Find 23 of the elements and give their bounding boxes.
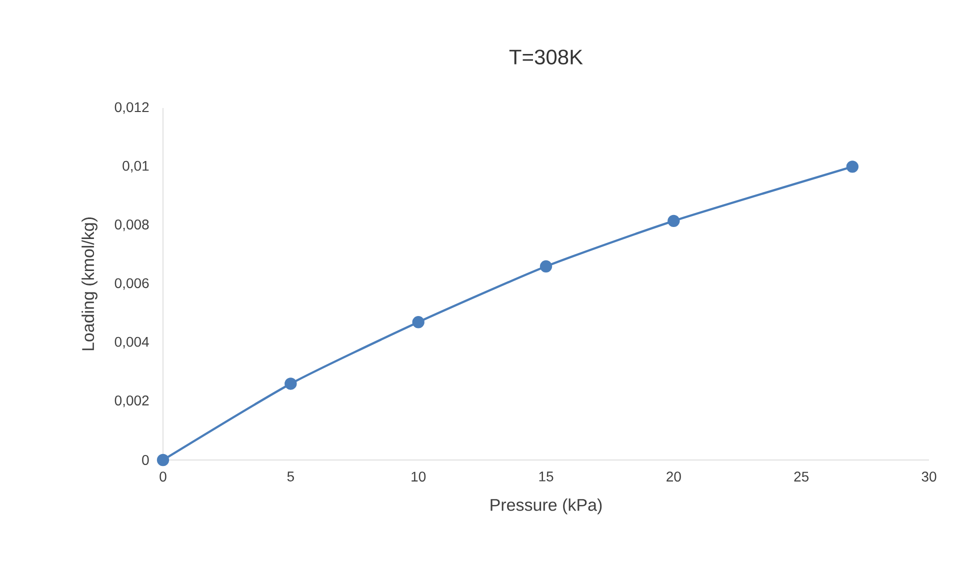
y-tick-label: 0,006: [114, 278, 149, 290]
y-tick-label: 0,012: [114, 102, 149, 114]
x-axis-title: Pressure (kPa): [490, 498, 602, 514]
x-tick-label: 5: [287, 472, 294, 482]
point: [284, 378, 297, 390]
y-tick-label: 0,01: [122, 160, 149, 172]
x-tick-label: 25: [794, 472, 809, 482]
y-tick-label: 0,002: [114, 396, 149, 408]
x-tick-label: 10: [412, 472, 426, 482]
x-tick-label: 0: [160, 472, 166, 482]
chart-title: T=308K: [509, 50, 583, 64]
y-axis-title: Loading (kmol/kg): [82, 218, 98, 350]
x-tick-label: 20: [666, 472, 681, 482]
y-tick-label: 0: [142, 455, 149, 465]
point: [412, 316, 424, 328]
point: [540, 260, 552, 272]
x-tick-label: 15: [539, 472, 554, 482]
y-tick-label: 0,004: [114, 336, 149, 348]
x-tick-label: 30: [922, 472, 936, 482]
point: [846, 160, 859, 173]
point: [668, 214, 680, 228]
point: [156, 454, 170, 466]
y-tick-label: 0,008: [114, 220, 149, 232]
